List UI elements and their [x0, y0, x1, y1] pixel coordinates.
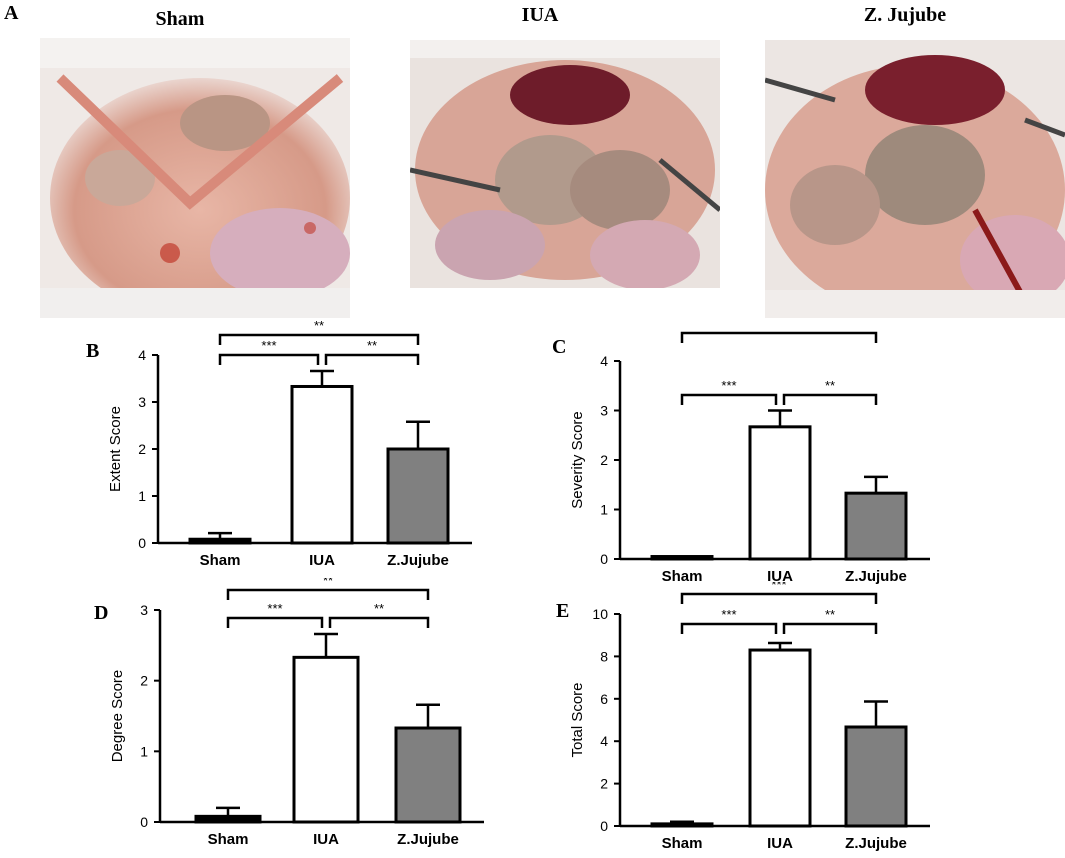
bar-zjujube: [394, 726, 462, 824]
x-tick-label: IUA: [313, 831, 339, 848]
bar-iua: [748, 648, 812, 828]
x-tick-label: Sham: [200, 552, 241, 569]
significance-bracket: [324, 353, 420, 365]
x-tick-label: Z.Jujube: [397, 831, 459, 848]
y-tick-label: 0: [138, 535, 146, 551]
significance-label: **: [367, 338, 377, 353]
bar-iua: [290, 384, 354, 545]
y-tick-label: 3: [138, 394, 146, 410]
significance-label: ***: [721, 607, 736, 622]
significance-label: ***: [771, 582, 786, 592]
significance-label: **: [825, 607, 835, 622]
y-tick-label: 0: [600, 551, 608, 567]
panel-letter-d: D: [94, 602, 109, 624]
y-tick-label: 1: [138, 488, 146, 504]
bar-iua: [748, 425, 812, 561]
x-tick-label: Sham: [662, 835, 703, 852]
bar-sham: [188, 537, 252, 545]
y-tick-label: 2: [600, 452, 608, 468]
x-tick-label: Z.Jujube: [845, 835, 907, 852]
significance-bracket: [680, 331, 878, 343]
significance-bracket: [680, 622, 778, 634]
significance-bracket: [680, 393, 778, 405]
y-tick-label: 1: [600, 502, 608, 518]
bar-zjujube: [844, 491, 908, 561]
x-tick-label: IUA: [309, 552, 335, 569]
y-tick-label: 3: [600, 403, 608, 419]
x-tick-label: IUA: [767, 568, 793, 585]
significance-label: **: [314, 318, 324, 333]
y-tick-label: 8: [600, 648, 608, 664]
photo-title-sham: Sham: [155, 8, 205, 30]
panel-letter-e: E: [556, 600, 570, 622]
significance-label: ***: [721, 378, 736, 393]
panel-letter-a: A: [4, 2, 19, 24]
y-tick-label: 10: [592, 606, 608, 622]
significance-bracket: [218, 333, 420, 345]
y-axis-label: Total Score: [569, 682, 586, 757]
y-tick-label: 2: [138, 441, 146, 457]
bar-zjujube: [844, 725, 908, 828]
panel-letter-c: C: [552, 336, 567, 358]
bar-sham: [194, 814, 262, 824]
significance-label: **: [374, 601, 384, 616]
significance-bracket: [328, 616, 430, 628]
bar-sham: [650, 555, 714, 561]
x-tick-label: Z.Jujube: [387, 552, 449, 569]
photo-title-iua: IUA: [521, 4, 559, 26]
y-tick-label: 4: [138, 347, 146, 363]
bar-iua: [292, 655, 360, 824]
bar-zjujube: [386, 447, 450, 545]
y-tick-label: 6: [600, 691, 608, 707]
significance-bracket: [782, 393, 878, 405]
y-tick-label: 2: [140, 673, 148, 689]
x-tick-label: Z.Jujube: [845, 568, 907, 585]
x-tick-label: Sham: [208, 831, 249, 848]
y-axis-label: Extent Score: [107, 406, 124, 492]
bar-sham: [650, 822, 714, 828]
significance-label: **: [825, 378, 835, 393]
y-tick-label: 4: [600, 733, 608, 749]
x-tick-label: Sham: [662, 568, 703, 585]
significance-label: **: [774, 325, 784, 331]
y-tick-label: 0: [140, 814, 148, 830]
significance-bracket: [226, 616, 324, 628]
significance-bracket: [782, 622, 878, 634]
photo-title-zjujube: Z. Jujube: [863, 4, 947, 26]
photo-sham: [40, 38, 350, 318]
significance-bracket: [680, 592, 878, 604]
y-axis-label: Degree Score: [110, 670, 126, 763]
y-tick-label: 3: [140, 602, 148, 618]
y-tick-label: 4: [600, 353, 608, 369]
significance-label: ***: [261, 338, 276, 353]
significance-bracket: [226, 588, 430, 600]
photo-iua: [410, 40, 720, 288]
panel-letter-b: B: [86, 340, 100, 362]
y-tick-label: 0: [600, 818, 608, 834]
y-tick-label: 1: [140, 743, 148, 759]
y-axis-label: Severity Score: [569, 411, 586, 509]
significance-bracket: [218, 353, 320, 365]
photo-zjujube: [765, 40, 1065, 318]
significance-label: **: [323, 578, 333, 588]
x-tick-label: IUA: [767, 835, 793, 852]
significance-label: ***: [267, 601, 282, 616]
y-tick-label: 2: [600, 776, 608, 792]
